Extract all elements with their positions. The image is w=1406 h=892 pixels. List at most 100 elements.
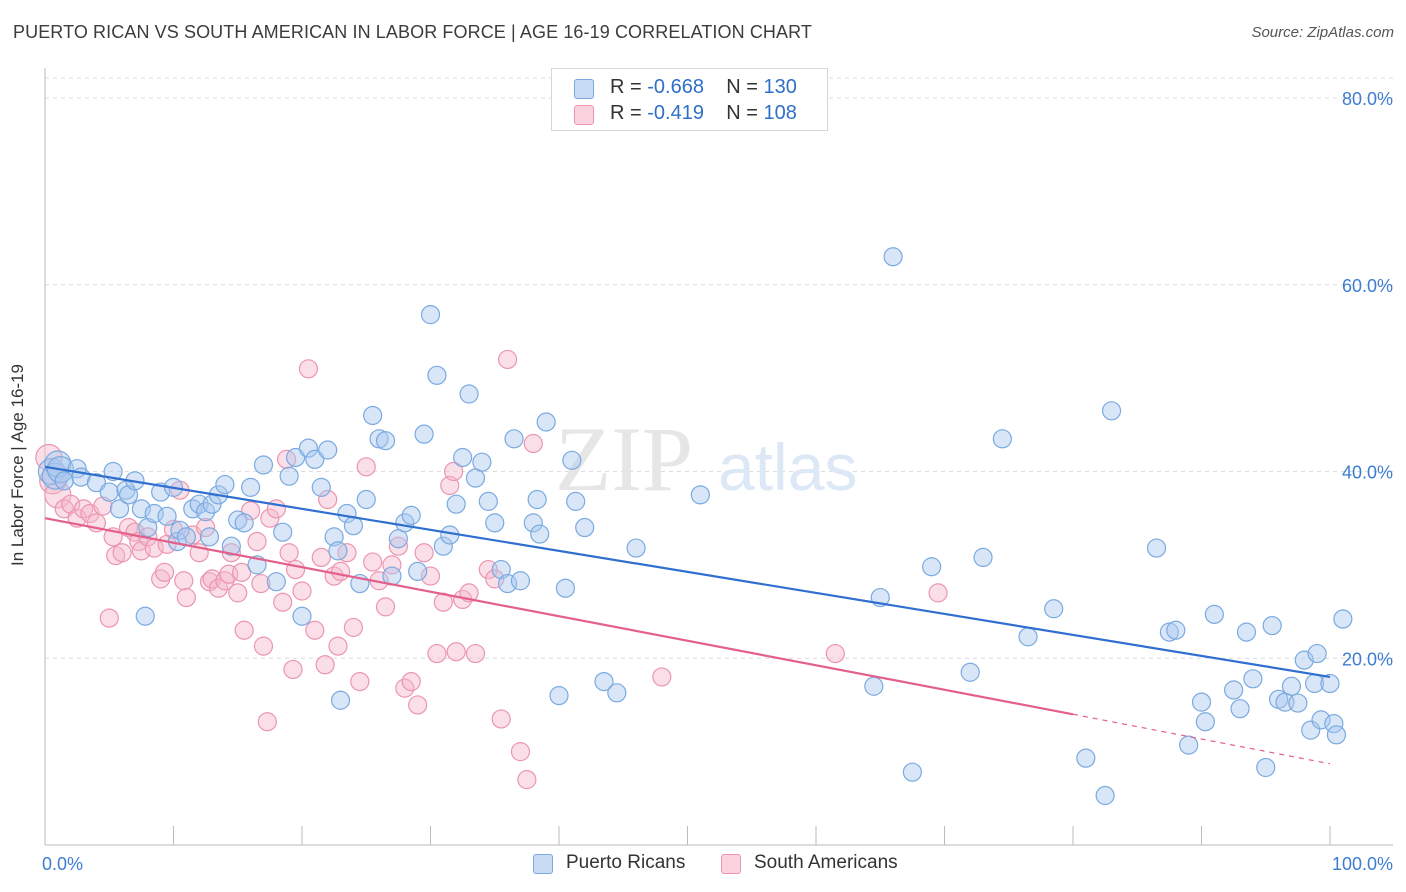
- puerto-ricans-point: [485, 513, 505, 533]
- puerto-ricans-point: [1204, 604, 1224, 624]
- south-americans-point: [382, 555, 402, 575]
- puerto-ricans-points: [37, 247, 1353, 806]
- south-americans-point: [328, 636, 348, 656]
- south-americans-point: [356, 457, 376, 477]
- south-americans-point: [234, 620, 254, 640]
- puerto-ricans-point: [1281, 676, 1302, 696]
- puerto-ricans-point: [408, 561, 428, 582]
- puerto-ricans-point: [356, 489, 376, 510]
- puerto-ricans-point: [1307, 643, 1327, 664]
- south-americans-point: [176, 587, 196, 608]
- south-americans-point: [298, 359, 319, 379]
- puerto-ricans-point: [1262, 615, 1282, 636]
- puerto-ricans-point: [1195, 712, 1215, 732]
- south-americans-point: [174, 571, 194, 591]
- puerto-ricans-point: [1301, 720, 1321, 740]
- puerto-ricans-point: [298, 438, 319, 458]
- south-americans-point: [99, 608, 119, 628]
- south-americans-point: [510, 742, 531, 762]
- puerto-ricans-point: [453, 447, 473, 468]
- y-tick-label: 60.0%: [1342, 276, 1393, 296]
- legend-r-label: R =: [610, 102, 642, 124]
- puerto-ricans-point: [960, 662, 980, 682]
- south-americans-point: [260, 508, 280, 528]
- puerto-ricans-point: [375, 431, 396, 451]
- puerto-ricans-point: [607, 683, 627, 703]
- south-americans-point: [401, 671, 421, 692]
- south-americans-trend-line: [44, 517, 1074, 716]
- puerto-ricans-point: [594, 671, 614, 692]
- south-americans-point: [61, 494, 81, 514]
- south-americans-point: [388, 536, 408, 556]
- chart-title: PUERTO RICAN VS SOUTH AMERICAN IN LABOR …: [13, 22, 813, 42]
- puerto-ricans-point: [504, 429, 524, 449]
- south-americans-point: [154, 562, 175, 582]
- puerto-ricans-point: [1076, 748, 1096, 768]
- bottom-legend-label: Puerto Ricans: [566, 852, 686, 873]
- puerto-ricans-point: [1230, 699, 1250, 719]
- tick-labels: 20.0% 40.0% 60.0% 80.0% 0.0% 100.0%: [42, 89, 1393, 874]
- chart-source: Source: ZipAtlas.com: [1251, 24, 1394, 41]
- south-americans-point: [363, 552, 383, 572]
- puerto-ricans-point: [536, 412, 556, 432]
- south-americans-point: [196, 517, 216, 538]
- south-americans-point: [408, 695, 428, 715]
- puerto-ricans-point: [472, 452, 492, 472]
- south-americans-point: [305, 620, 325, 640]
- puerto-ricans-point: [241, 477, 261, 497]
- puerto-ricans-point: [285, 447, 306, 468]
- south-americans-point: [283, 659, 303, 680]
- puerto-ricans-point: [292, 606, 312, 626]
- puerto-ricans-point: [690, 485, 710, 505]
- y-axis-label: In Labor Force | Age 16-19: [8, 364, 27, 566]
- puerto-ricans-point: [1243, 669, 1263, 689]
- puerto-ricans-point: [414, 424, 434, 444]
- south-americans-point: [253, 636, 274, 656]
- bottom-legend-swatch-pink: [721, 854, 741, 874]
- puerto-ricans-trend-line: [44, 465, 1331, 679]
- puerto-ricans-point: [420, 305, 441, 325]
- south-americans-point: [208, 578, 229, 598]
- south-americans-points: [35, 349, 948, 790]
- south-americans-point: [285, 559, 306, 580]
- puerto-ricans-point: [1288, 693, 1308, 713]
- puerto-ricans-point: [1044, 599, 1064, 619]
- puerto-ricans-point: [1166, 620, 1186, 640]
- south-americans-point: [247, 531, 267, 552]
- trend-lines: [44, 465, 1331, 765]
- south-americans-point: [315, 655, 335, 675]
- south-americans-point: [257, 712, 277, 732]
- bottom-legend-swatch-blue: [533, 854, 553, 874]
- puerto-ricans-point: [1224, 680, 1244, 700]
- south-americans-point: [420, 566, 441, 586]
- watermark-atlas: atlas: [718, 430, 857, 504]
- correlation-legend: R = -0.668 N = 130 R = -0.419 N = 108: [551, 68, 828, 131]
- puerto-ricans-point: [555, 578, 576, 598]
- puerto-ricans-point: [922, 557, 942, 577]
- puerto-ricans-point: [566, 491, 586, 511]
- south-americans-point: [343, 617, 363, 638]
- puerto-ricans-point: [196, 502, 216, 522]
- south-americans-point: [652, 667, 672, 687]
- puerto-ricans-point: [234, 513, 254, 533]
- puerto-ricans-point: [446, 494, 466, 514]
- puerto-ricans-point: [401, 505, 421, 525]
- south-americans-point: [414, 543, 434, 563]
- y-tick-label: 80.0%: [1342, 89, 1393, 109]
- south-americans-point: [93, 496, 113, 516]
- south-americans-point: [444, 461, 464, 482]
- south-americans-point: [523, 433, 543, 454]
- legend-r-label: R =: [610, 76, 642, 98]
- legend-n-value: 130: [763, 76, 797, 98]
- south-americans-point: [375, 597, 396, 617]
- puerto-ricans-point: [1095, 785, 1115, 806]
- south-americans-point: [241, 501, 261, 521]
- puerto-ricans-point: [575, 517, 595, 538]
- puerto-ricans-point: [1146, 538, 1167, 558]
- watermark: ZIP atlas: [555, 408, 857, 510]
- puerto-ricans-point: [1333, 609, 1353, 629]
- south-americans-point: [330, 561, 351, 582]
- legend-r-value: -0.668: [647, 76, 704, 98]
- puerto-ricans-point: [883, 247, 903, 267]
- y-tick-label: 40.0%: [1342, 463, 1393, 483]
